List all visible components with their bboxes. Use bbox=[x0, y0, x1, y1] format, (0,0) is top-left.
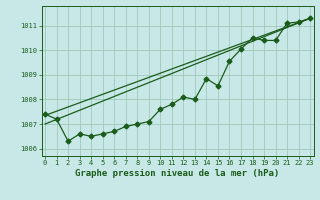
X-axis label: Graphe pression niveau de la mer (hPa): Graphe pression niveau de la mer (hPa) bbox=[76, 169, 280, 178]
